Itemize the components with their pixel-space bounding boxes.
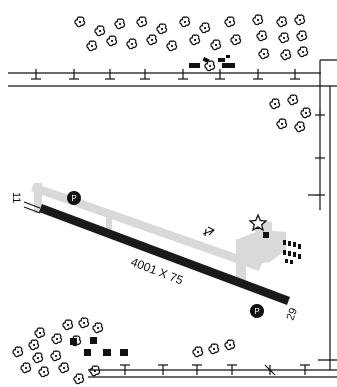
fence-north-ticks (31, 69, 300, 80)
parking-circle-icon: P (250, 304, 264, 318)
buildings-southwest (70, 337, 128, 356)
parking-circle-icon: P (67, 191, 81, 205)
fence-south (88, 345, 337, 378)
parking-label-west: P (71, 194, 76, 203)
runway-11-29 (39, 204, 290, 305)
wind-indicator-icon (202, 226, 215, 237)
runway-end-label-11: 11 (10, 192, 22, 203)
fence-east (308, 86, 331, 345)
runway-end-label-29: 29 (285, 306, 300, 322)
taxiway-system (31, 183, 286, 283)
runway-end-11-marker (23, 201, 41, 214)
fence-north (8, 59, 337, 87)
parking-label-east: P (254, 307, 259, 316)
tree-cluster-north (74, 14, 309, 72)
buildings-north (189, 55, 235, 68)
tree-cluster-east (269, 94, 312, 133)
rotating-beacon-star-icon (248, 213, 268, 232)
